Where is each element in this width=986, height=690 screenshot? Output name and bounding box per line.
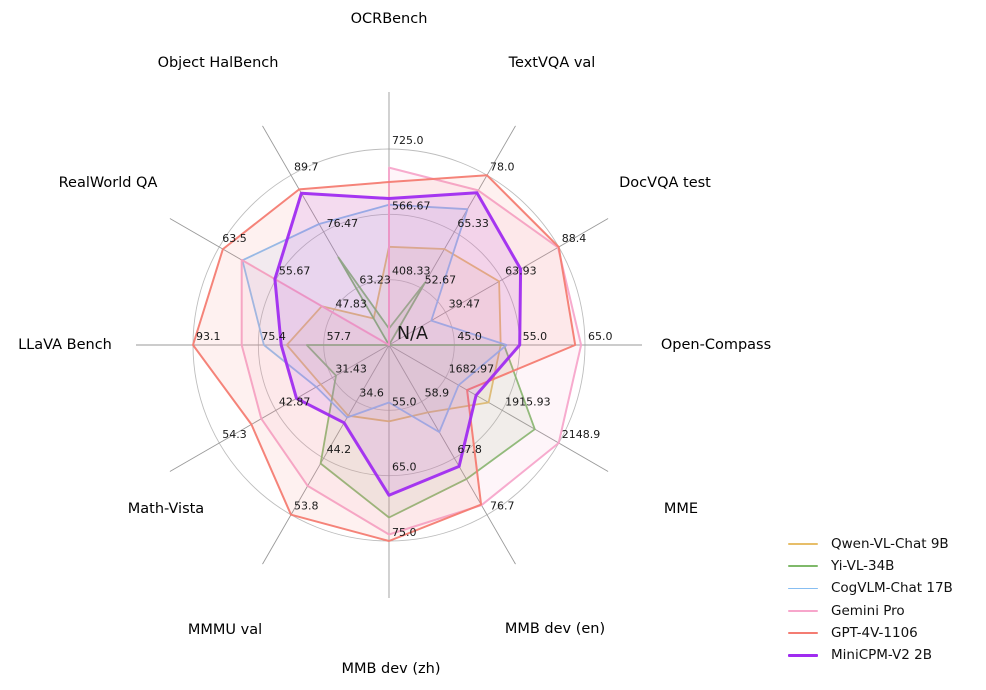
axis-label-object-halbench: Object HalBench <box>158 55 279 71</box>
tick-label: 76.7 <box>490 500 515 513</box>
tick-label: 88.4 <box>562 232 587 245</box>
axis-spoke <box>169 344 390 472</box>
tick-label: 34.6 <box>359 387 384 400</box>
tick-label: 53.8 <box>294 500 319 513</box>
axis-label-ocrbench: OCRBench <box>351 11 428 27</box>
tick-label: 65.0 <box>588 330 613 343</box>
axis-label-mmmu-val: MMMU val <box>188 622 262 638</box>
tick-label: 42.87 <box>279 395 311 408</box>
tick-label: 31.43 <box>335 363 367 376</box>
axis-label-realworld-qa: RealWorld QA <box>59 175 158 191</box>
series-polygon-gpt-4v-1106 <box>192 174 577 542</box>
axis-label-mme: MME <box>664 501 698 517</box>
legend-item: Qwen-VL-Chat 9B <box>788 533 953 555</box>
tick-label: 65.0 <box>392 461 417 474</box>
axis-spoke <box>388 344 516 565</box>
legend-item: CogVLM-Chat 17B <box>788 577 953 599</box>
tick-label: 76.47 <box>327 217 359 230</box>
tick-label: 93.1 <box>196 330 221 343</box>
tick-label: 408.33 <box>392 265 431 278</box>
tick-label: 63.93 <box>505 265 537 278</box>
tick-label: 47.83 <box>335 297 367 310</box>
axis-label-textvqa-val: TextVQA val <box>508 55 596 71</box>
tick-label: 89.7 <box>294 160 319 173</box>
tick-label: 75.4 <box>261 330 286 343</box>
axis-spoke <box>262 344 390 565</box>
tick-label: 39.47 <box>449 297 481 310</box>
tick-label: 1682.97 <box>449 363 495 376</box>
axis-label-mmb-dev-zh-: MMB dev (zh) <box>341 661 440 677</box>
tick-label: 52.67 <box>425 273 457 286</box>
series-polygon-minicpm-v2-2b <box>273 191 523 497</box>
legend: Qwen-VL-Chat 9B Yi-VL-34B CogVLM-Chat 17… <box>788 533 953 666</box>
axis-spoke <box>388 344 609 472</box>
legend-label: Gemini Pro <box>831 602 905 619</box>
axis-label-mmb-dev-en-: MMB dev (en) <box>505 621 605 637</box>
legend-label: GPT-4V-1106 <box>831 624 918 641</box>
axis-label-docvqa-test: DocVQA test <box>619 175 711 191</box>
tick-label: 78.0 <box>490 160 515 173</box>
tick-label: 566.67 <box>392 199 431 212</box>
tick-label: 44.2 <box>327 443 352 456</box>
legend-label: Qwen-VL-Chat 9B <box>831 536 949 553</box>
legend-item: Gemini Pro <box>788 600 953 622</box>
tick-label: 54.3 <box>222 428 247 441</box>
legend-swatch-line <box>788 543 818 545</box>
tick-label: 55.67 <box>279 265 311 278</box>
tick-label: 75.0 <box>392 526 417 539</box>
axis-label-open-compass: Open-Compass <box>661 337 771 353</box>
legend-swatch-line <box>788 565 818 568</box>
tick-label: 55.0 <box>392 395 417 408</box>
legend-label: Yi-VL-34B <box>831 558 895 575</box>
legend-item: MiniCPM-V2 2B <box>788 644 953 666</box>
legend-item: GPT-4V-1106 <box>788 622 953 644</box>
tick-label: 67.8 <box>457 443 482 456</box>
legend-label: CogVLM-Chat 17B <box>831 580 953 597</box>
tick-label: 725.0 <box>392 134 424 147</box>
tick-label: 58.9 <box>425 387 450 400</box>
tick-label: 2148.9 <box>562 428 601 441</box>
tick-label: 63.23 <box>359 273 391 286</box>
legend-label: MiniCPM-V2 2B <box>831 647 932 664</box>
tick-label: 1915.93 <box>505 395 551 408</box>
tick-label: 55.0 <box>523 330 548 343</box>
legend-item: Yi-VL-34B <box>788 555 953 577</box>
tick-label: 57.7 <box>327 330 352 343</box>
center-na-label: N/A <box>397 324 428 344</box>
axis-label-math-vista: Math-Vista <box>128 501 204 517</box>
legend-swatch-line <box>788 609 818 612</box>
tick-label: 65.33 <box>457 217 489 230</box>
tick-label: 63.5 <box>222 232 247 245</box>
legend-swatch-line <box>788 587 818 590</box>
legend-swatch-line <box>788 631 818 634</box>
axis-label-llava-bench: LLaVA Bench <box>18 337 112 353</box>
tick-label: 45.0 <box>457 330 482 343</box>
legend-swatch-line <box>788 653 818 657</box>
